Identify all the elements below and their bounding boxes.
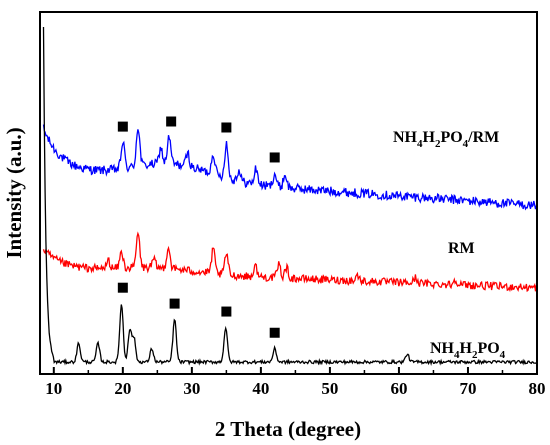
x-tick-label-40: 40 [252, 379, 269, 398]
x-tick-label-70: 70 [459, 379, 476, 398]
series-label-nh4h2po4-rm: NH4H2PO4/RM [393, 129, 499, 150]
peak-marker-0-1 [166, 116, 177, 127]
x-tick-label-30: 30 [183, 379, 200, 398]
peak-marker-0-3 [269, 152, 280, 163]
x-tick-label-10: 10 [45, 379, 62, 398]
series-layer [42, 26, 537, 367]
y-axis-title: Intensity (a.u.) [2, 127, 26, 258]
peak-marker-2-1 [169, 298, 180, 309]
marker-layer [117, 116, 280, 338]
peak-marker-2-2 [221, 306, 232, 317]
peak-marker-0-0 [117, 121, 128, 132]
x-tick-label-50: 50 [321, 379, 338, 398]
series-label-nh4h2po4: NH4H2PO4 [430, 340, 506, 361]
tick-layer: 10 20 30 40 50 60 70 80 [45, 367, 546, 398]
series-label-rm: RM [448, 240, 475, 257]
x-tick-label-80: 80 [529, 379, 546, 398]
peak-marker-2-3 [269, 327, 280, 338]
peak-marker-0-2 [221, 122, 232, 133]
series-line-2 [42, 26, 537, 367]
plot-frame [39, 11, 538, 375]
x-tick-label-60: 60 [390, 379, 407, 398]
series-line-1 [42, 231, 537, 293]
peak-marker-2-0 [117, 282, 128, 293]
x-axis-title: 2 Theta (degree) [215, 417, 361, 441]
series-line-0 [42, 124, 537, 211]
x-tick-label-20: 20 [114, 379, 131, 398]
